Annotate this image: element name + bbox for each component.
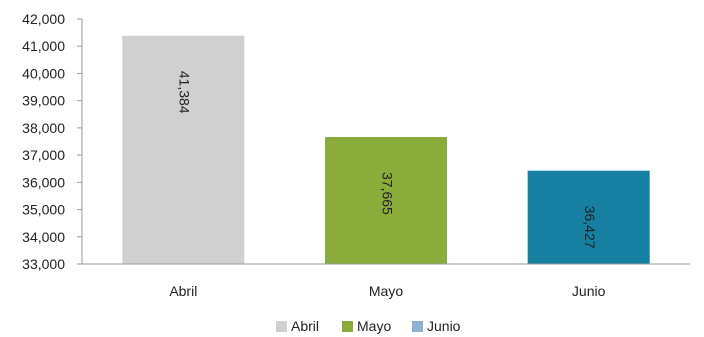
y-tick-label: 36,000 bbox=[22, 174, 65, 190]
y-tick-label: 35,000 bbox=[22, 202, 65, 218]
y-tick-label: 42,000 bbox=[22, 11, 65, 27]
legend-swatch-mayo bbox=[342, 321, 353, 332]
x-tick-label-abril: Abril bbox=[169, 283, 197, 299]
legend-label-junio: Junio bbox=[427, 318, 461, 334]
legend-swatch-junio bbox=[412, 321, 423, 332]
y-tick-label: 41,000 bbox=[22, 38, 65, 54]
x-tick-label-junio: Junio bbox=[572, 283, 606, 299]
legend-label-mayo: Mayo bbox=[357, 318, 391, 334]
y-tick-label: 33,000 bbox=[22, 256, 65, 272]
y-tick-label: 39,000 bbox=[22, 93, 65, 109]
x-tick-label-mayo: Mayo bbox=[369, 283, 403, 299]
data-label-mayo: 37,665 bbox=[379, 172, 395, 215]
data-label-junio: 36,427 bbox=[582, 206, 598, 249]
y-tick-label: 40,000 bbox=[22, 65, 65, 81]
data-label-abril: 41,384 bbox=[177, 71, 193, 114]
legend: Abril Mayo Junio bbox=[276, 318, 461, 334]
legend-label-abril: Abril bbox=[291, 318, 319, 334]
bar-abril bbox=[122, 35, 245, 264]
y-tick-label: 34,000 bbox=[22, 229, 65, 245]
y-tick-label: 38,000 bbox=[22, 120, 65, 136]
bar-mayo bbox=[325, 137, 447, 264]
x-axis-ticks: Abril Mayo Junio bbox=[169, 283, 605, 299]
legend-swatch-abril bbox=[276, 321, 287, 332]
y-axis-ticks: 33,000 34,000 35,000 36,000 37,000 38,000 39,0… bbox=[22, 11, 82, 272]
bar-junio bbox=[527, 170, 650, 264]
y-tick-label: 37,000 bbox=[22, 147, 65, 163]
data-labels: 41,384 37,665 36,427 bbox=[177, 71, 598, 249]
bars bbox=[122, 35, 650, 264]
